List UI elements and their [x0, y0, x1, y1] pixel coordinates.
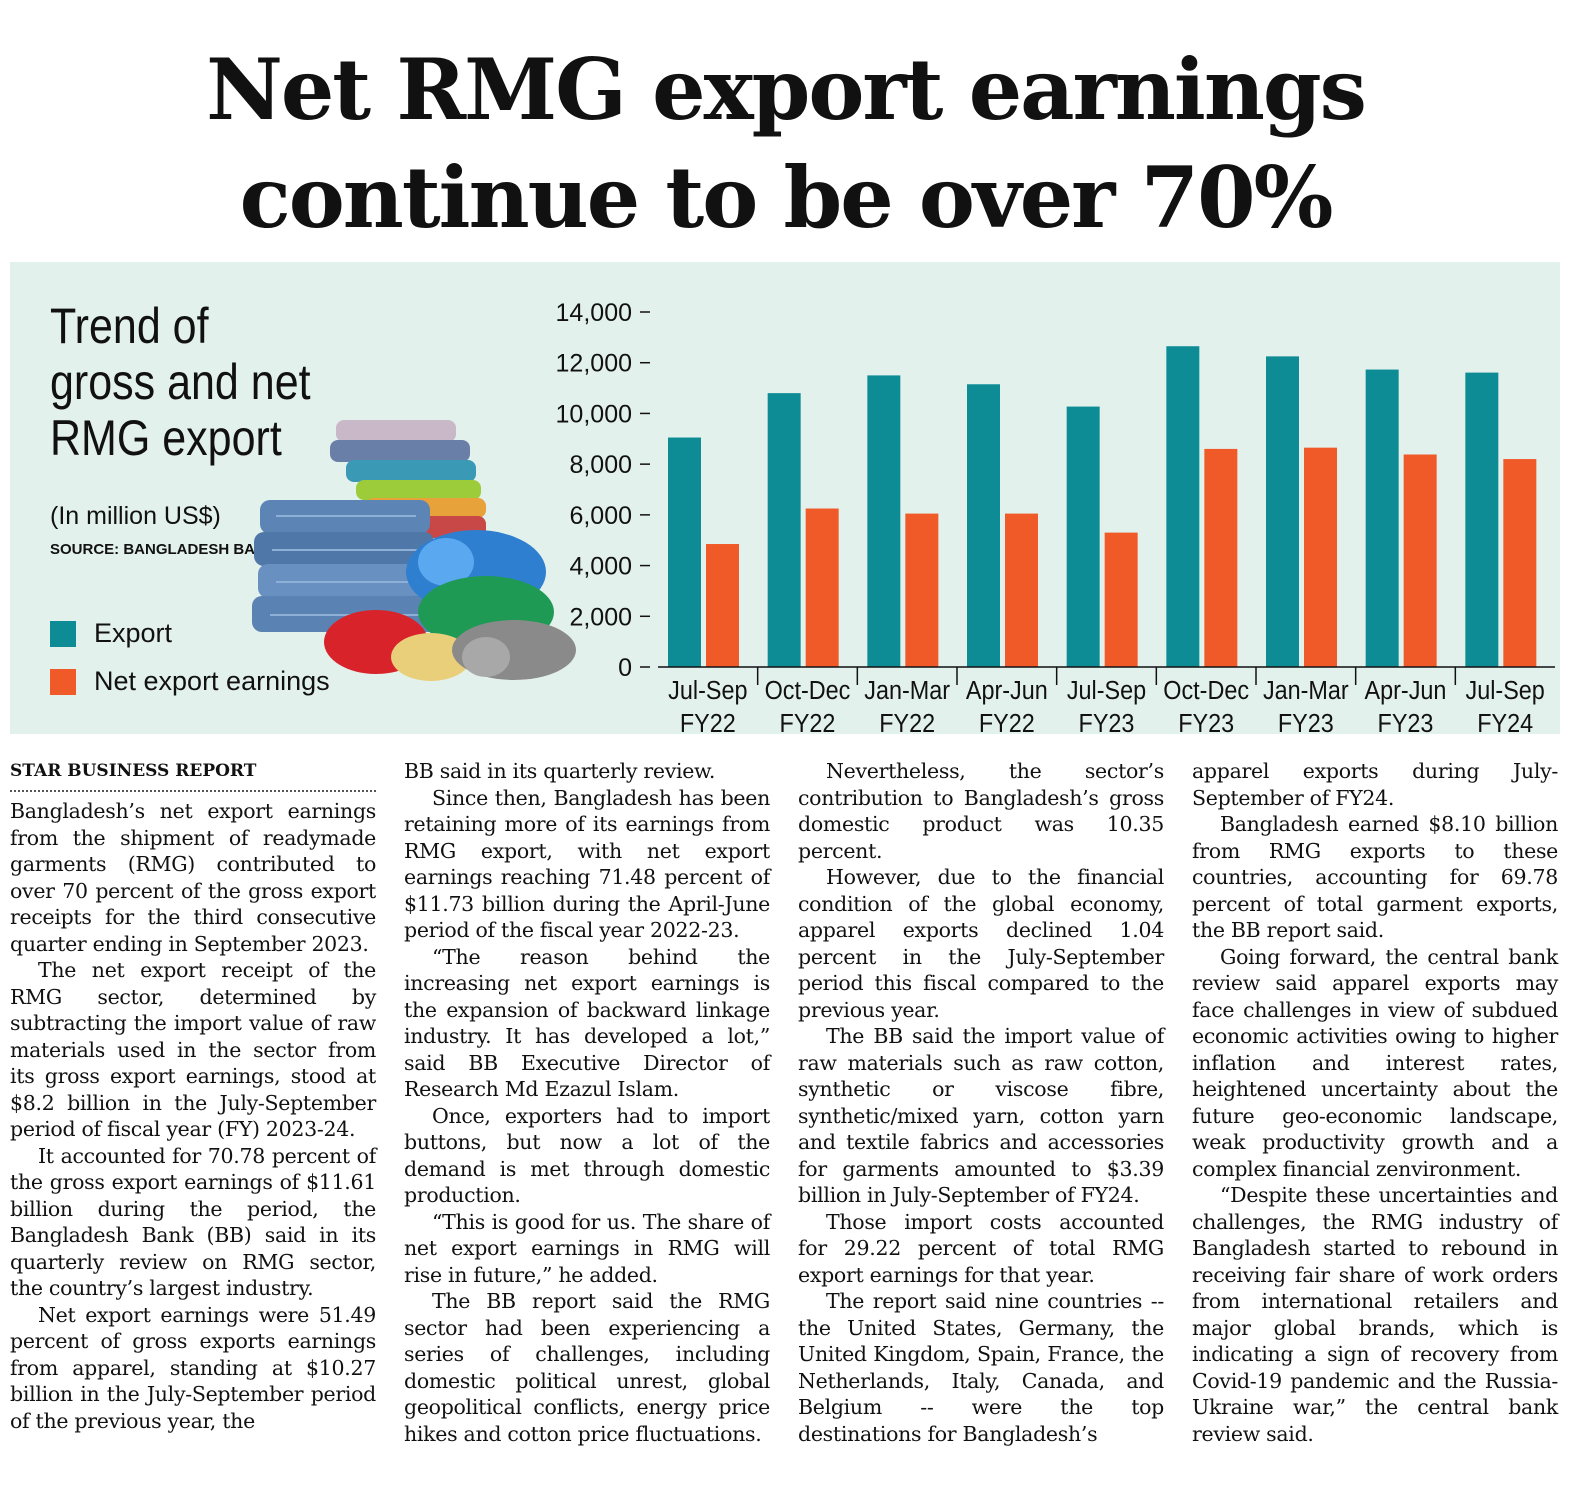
- x-tick-label: FY22: [979, 710, 1035, 734]
- bar-export: [767, 393, 801, 667]
- x-tick-label: Oct-Dec: [765, 677, 851, 705]
- bar-export: [967, 384, 1000, 667]
- bar-export: [668, 437, 701, 667]
- y-tick-label: 10,000: [556, 400, 632, 428]
- paragraph: Bangladesh’s net export earnings from th…: [10, 799, 376, 956]
- paragraph: Bangladesh earned $8.10 billion from RMG…: [1192, 812, 1558, 942]
- bar-net-export-earnings: [706, 544, 739, 667]
- paragraph: BB said in its quarterly review.: [404, 759, 716, 783]
- legend-label-net: Net export earnings: [94, 666, 330, 696]
- x-tick-label: FY23: [1079, 710, 1135, 734]
- bar-export: [1266, 356, 1299, 667]
- y-tick-label: 12,000: [556, 350, 632, 378]
- x-tick-label: Apr-Jun: [1365, 677, 1447, 705]
- bar-export: [1066, 406, 1100, 667]
- paragraph: Net export earnings were 51.49 percent o…: [10, 1302, 376, 1433]
- x-tick-label: FY22: [680, 710, 736, 734]
- x-tick-label: FY24: [1477, 710, 1533, 734]
- x-tick-label: Apr-Jun: [966, 677, 1048, 705]
- bar-net-export-earnings: [1304, 447, 1337, 667]
- paragraph: The net export receipt of the RMG sector…: [10, 958, 376, 1141]
- x-tick-label: FY23: [1378, 710, 1434, 734]
- paragraph: The BB report said the RMG sector had be…: [404, 1289, 770, 1446]
- y-tick-label: 4,000: [569, 553, 632, 581]
- paragraph: Going forward, the central bank review s…: [1192, 944, 1558, 1181]
- x-tick-label: Jan-Mar: [864, 677, 950, 705]
- x-tick-label: FY22: [879, 710, 935, 734]
- bar-net-export-earnings: [1503, 459, 1537, 667]
- paragraph: “Despite these uncertainties and challen…: [1192, 1183, 1558, 1446]
- legend-net: Net export earnings: [50, 666, 330, 697]
- article-column-1: STAR BUSINESS REPORT Bangladesh’s net ex…: [10, 758, 376, 1434]
- x-tick-label: Jan-Mar: [1263, 677, 1349, 705]
- x-tick-label: Jul-Sep: [1466, 677, 1545, 705]
- paragraph: It accounted for 70.78 percent of the gr…: [10, 1143, 376, 1301]
- x-tick-label: FY22: [780, 710, 836, 734]
- article-column-2: BB said in its quarterly review. Since t…: [404, 758, 770, 1447]
- byline: STAR BUSINESS REPORT: [10, 758, 376, 792]
- clothes-pile-illustration: [252, 420, 576, 681]
- x-tick-label: Jul-Sep: [668, 677, 747, 705]
- bar-export: [867, 375, 901, 667]
- paragraph: “This is good for us. The share of net e…: [404, 1209, 770, 1287]
- bar-net-export-earnings: [1204, 448, 1238, 667]
- paragraph: apparel exports during July-September of…: [1192, 759, 1558, 810]
- chart-unit: (In million US$): [50, 502, 221, 530]
- article-column-4: apparel exports during July-September of…: [1192, 758, 1558, 1447]
- paragraph: Once, exporters had to import buttons, b…: [404, 1103, 770, 1208]
- paragraph: The BB said the import value of raw mate…: [798, 1024, 1164, 1207]
- paragraph: “The reason behind the increasing net ex…: [404, 944, 770, 1102]
- legend-export: Export: [50, 618, 172, 649]
- bar-export: [1465, 372, 1499, 667]
- paragraph: The report said nine countries -- the Un…: [798, 1289, 1164, 1446]
- bar-net-export-earnings: [1403, 454, 1437, 667]
- bar-net-export-earnings: [905, 513, 939, 667]
- bar-chart: 02,0004,0006,0008,00010,00012,00014,000 …: [556, 299, 1555, 734]
- y-tick-label: 6,000: [569, 502, 632, 530]
- y-tick-label: 14,000: [556, 299, 632, 327]
- x-tick-label: Oct-Dec: [1163, 677, 1249, 705]
- y-tick-label: 0: [618, 654, 632, 682]
- paragraph: However, due to the financial condition …: [798, 865, 1164, 1022]
- headline: Net RMG export earnings continue to be o…: [206, 40, 1367, 247]
- bar-net-export-earnings: [1005, 513, 1038, 667]
- chart-panel: Trend of gross and net RMG export (In mi…: [10, 262, 1560, 734]
- chart-source: SOURCE: BANGLADESH BANK: [50, 541, 277, 558]
- y-axis: 0 2,000 4,000 6,000 8,000 10,000 12,000 14,000: [556, 299, 650, 682]
- article: STAR BUSINESS REPORT Bangladesh’s net ex…: [10, 758, 1560, 1488]
- legend-label-export: Export: [94, 618, 173, 648]
- bar-net-export-earnings: [1104, 532, 1138, 667]
- bar-export: [1365, 369, 1399, 667]
- paragraph: Nevertheless, the sector’s contribution …: [798, 759, 1164, 863]
- x-tick-label: Jul-Sep: [1067, 677, 1146, 705]
- bar-export: [1166, 346, 1200, 667]
- x-axis: Jul-Sep FY22 Oct-Dec FY22 Jan-Mar FY22 Apr-Jun…: [658, 666, 1555, 734]
- paragraph: Those import costs accounted for 29.22 p…: [798, 1209, 1164, 1287]
- y-tick-label: 2,000: [569, 603, 632, 631]
- legend-swatch-export: [50, 620, 76, 647]
- paragraph: Since then, Bangladesh has been retainin…: [404, 785, 770, 943]
- y-tick-label: 8,000: [569, 451, 632, 479]
- bar-net-export-earnings: [805, 508, 839, 667]
- article-column-3: Nevertheless, the sector’s contribution …: [798, 758, 1164, 1447]
- bars: [668, 346, 1537, 667]
- x-tick-label: FY23: [1178, 710, 1234, 734]
- legend-swatch-net: [50, 668, 76, 695]
- x-tick-label: FY23: [1278, 710, 1334, 734]
- chart-title: Trend of gross and net RMG export: [50, 298, 311, 466]
